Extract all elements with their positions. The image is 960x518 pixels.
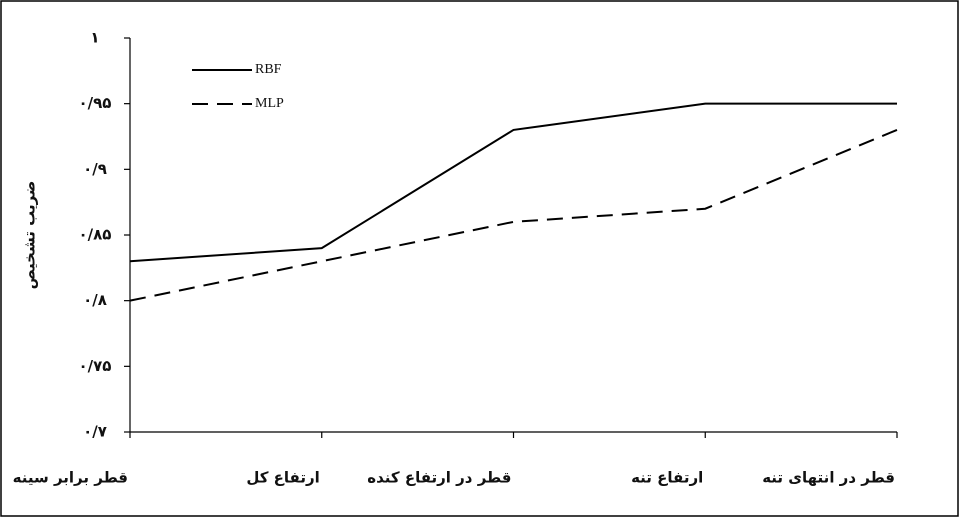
legend-label: RBF [255,62,282,77]
y-tick-label: ۰/۸۵ [79,226,112,244]
x-tick-label: ارتفاع تنه [631,469,703,487]
legend-label: MLP [255,96,284,111]
y-axis-label: ضریب تشخیص [21,181,39,290]
y-tick-label: ۰/۸ [83,291,107,309]
y-tick-label: ۱ [90,29,99,47]
y-tick-label: ۰/۷ [83,423,107,441]
series-line [129,129,898,302]
x-tick-label: قطر در ارتفاع کنده [367,469,511,487]
y-tick-label: ۰/۹ [83,160,107,178]
y-tick-label: ۰/۹۵ [79,94,112,112]
x-tick-label: ارتفاع کل [246,469,319,487]
x-tick-label: قطر در انتهای تنه [762,469,895,487]
x-tick-label: قطر برابر سینه [13,469,128,487]
y-tick-label: ۰/۷۵ [79,357,112,375]
series-line [129,102,897,263]
